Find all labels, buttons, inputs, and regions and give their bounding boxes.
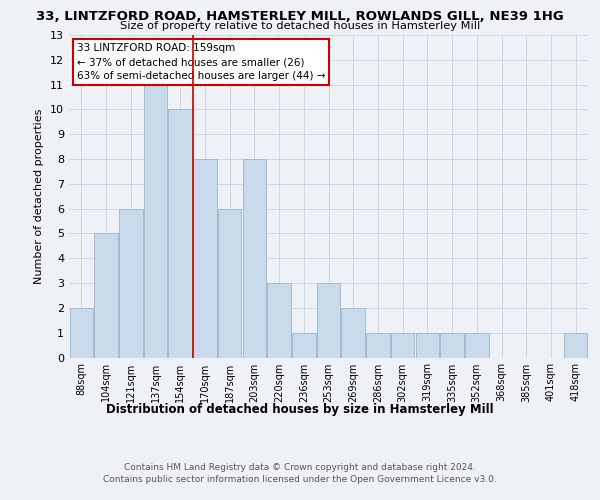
Bar (218, 208, 241, 358)
Bar (242, 159, 266, 358)
Bar (292, 332, 316, 357)
Bar (366, 332, 389, 357)
Bar (268, 283, 291, 358)
Y-axis label: Number of detached properties: Number of detached properties (34, 108, 44, 284)
Bar (564, 332, 587, 357)
Text: Contains public sector information licensed under the Open Government Licence v3: Contains public sector information licen… (103, 475, 497, 484)
Bar (70, 308, 93, 358)
Bar (193, 159, 217, 358)
Text: 33 LINTZFORD ROAD: 159sqm
← 37% of detached houses are smaller (26)
63% of semi-: 33 LINTZFORD ROAD: 159sqm ← 37% of detac… (77, 43, 325, 81)
Bar (94, 234, 118, 358)
Text: 33, LINTZFORD ROAD, HAMSTERLEY MILL, ROWLANDS GILL, NE39 1HG: 33, LINTZFORD ROAD, HAMSTERLEY MILL, ROW… (36, 10, 564, 23)
Bar (440, 332, 464, 357)
Bar (416, 332, 439, 357)
Text: Contains HM Land Registry data © Crown copyright and database right 2024.: Contains HM Land Registry data © Crown c… (124, 462, 476, 471)
Bar (341, 308, 365, 358)
Bar (317, 283, 340, 358)
Bar (119, 208, 143, 358)
Text: Size of property relative to detached houses in Hamsterley Mill: Size of property relative to detached ho… (120, 21, 480, 31)
Text: Distribution of detached houses by size in Hamsterley Mill: Distribution of detached houses by size … (106, 402, 494, 415)
Bar (169, 110, 192, 358)
Bar (465, 332, 488, 357)
Bar (144, 84, 167, 357)
Bar (391, 332, 415, 357)
